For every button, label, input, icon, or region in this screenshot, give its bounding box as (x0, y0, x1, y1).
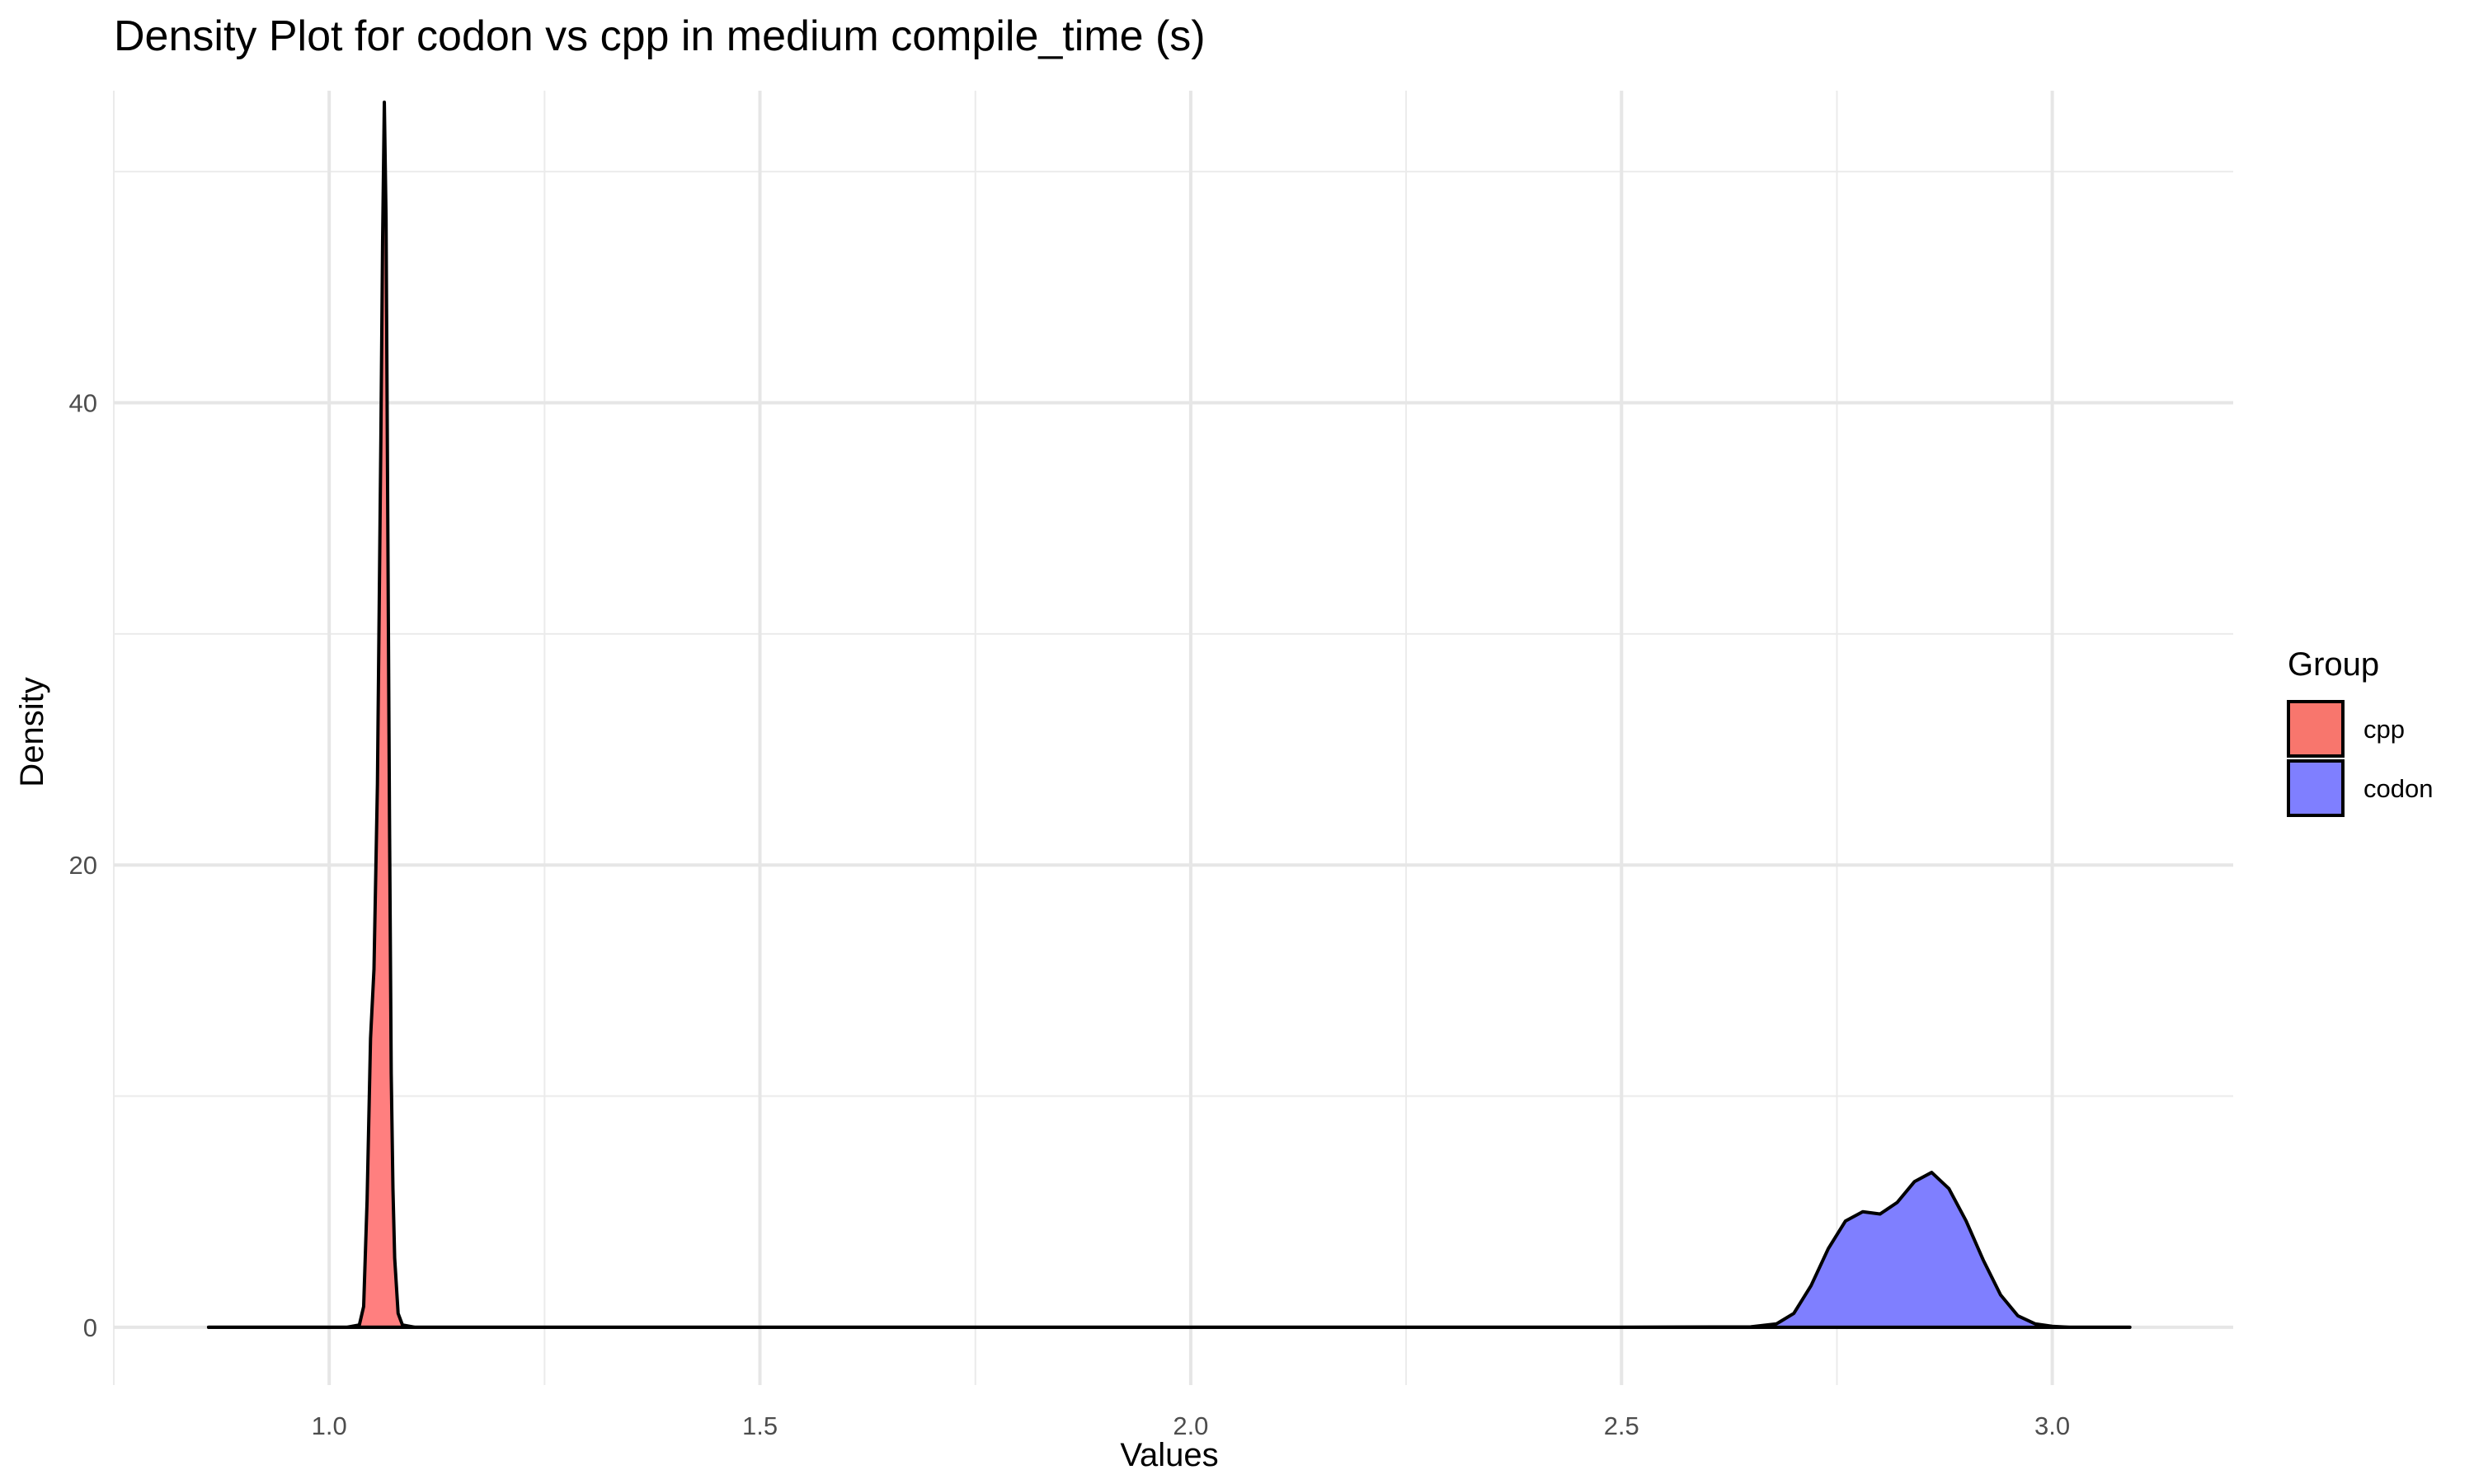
x-tick-label: 2.0 (1173, 1411, 1208, 1440)
chart-title: Density Plot for codon vs cpp in medium … (114, 12, 1206, 60)
legend-item-cpp: cpp (2287, 700, 2405, 758)
legend-label: codon (2363, 774, 2433, 803)
x-axis-title: Values (1120, 1437, 1218, 1473)
x-tick-label: 3.0 (2034, 1411, 2070, 1440)
density-area-codon (206, 1171, 2132, 1329)
axis-ticks: 1.0 1.5 2.0 2.5 3.0 0 20 40 (69, 388, 2071, 1440)
y-tick-label: 40 (69, 388, 97, 417)
legend-title: Group (2288, 646, 2379, 683)
legend-swatch (2287, 759, 2345, 817)
x-tick-label: 1.5 (742, 1411, 778, 1440)
legend-label: cpp (2363, 715, 2405, 744)
legend-swatch (2287, 700, 2345, 758)
y-tick-label: 0 (83, 1313, 97, 1342)
legend: Group cpp codon (2287, 646, 2433, 817)
y-axis-title: Density (14, 677, 50, 787)
x-tick-label: 1.0 (312, 1411, 347, 1440)
legend-item-codon: codon (2287, 759, 2433, 817)
y-tick-label: 20 (69, 851, 97, 880)
legend-items: cpp codon (2287, 700, 2433, 817)
density-area-cpp (206, 101, 2132, 1329)
x-tick-label: 2.5 (1604, 1411, 1639, 1440)
density-areas (206, 101, 2132, 1329)
